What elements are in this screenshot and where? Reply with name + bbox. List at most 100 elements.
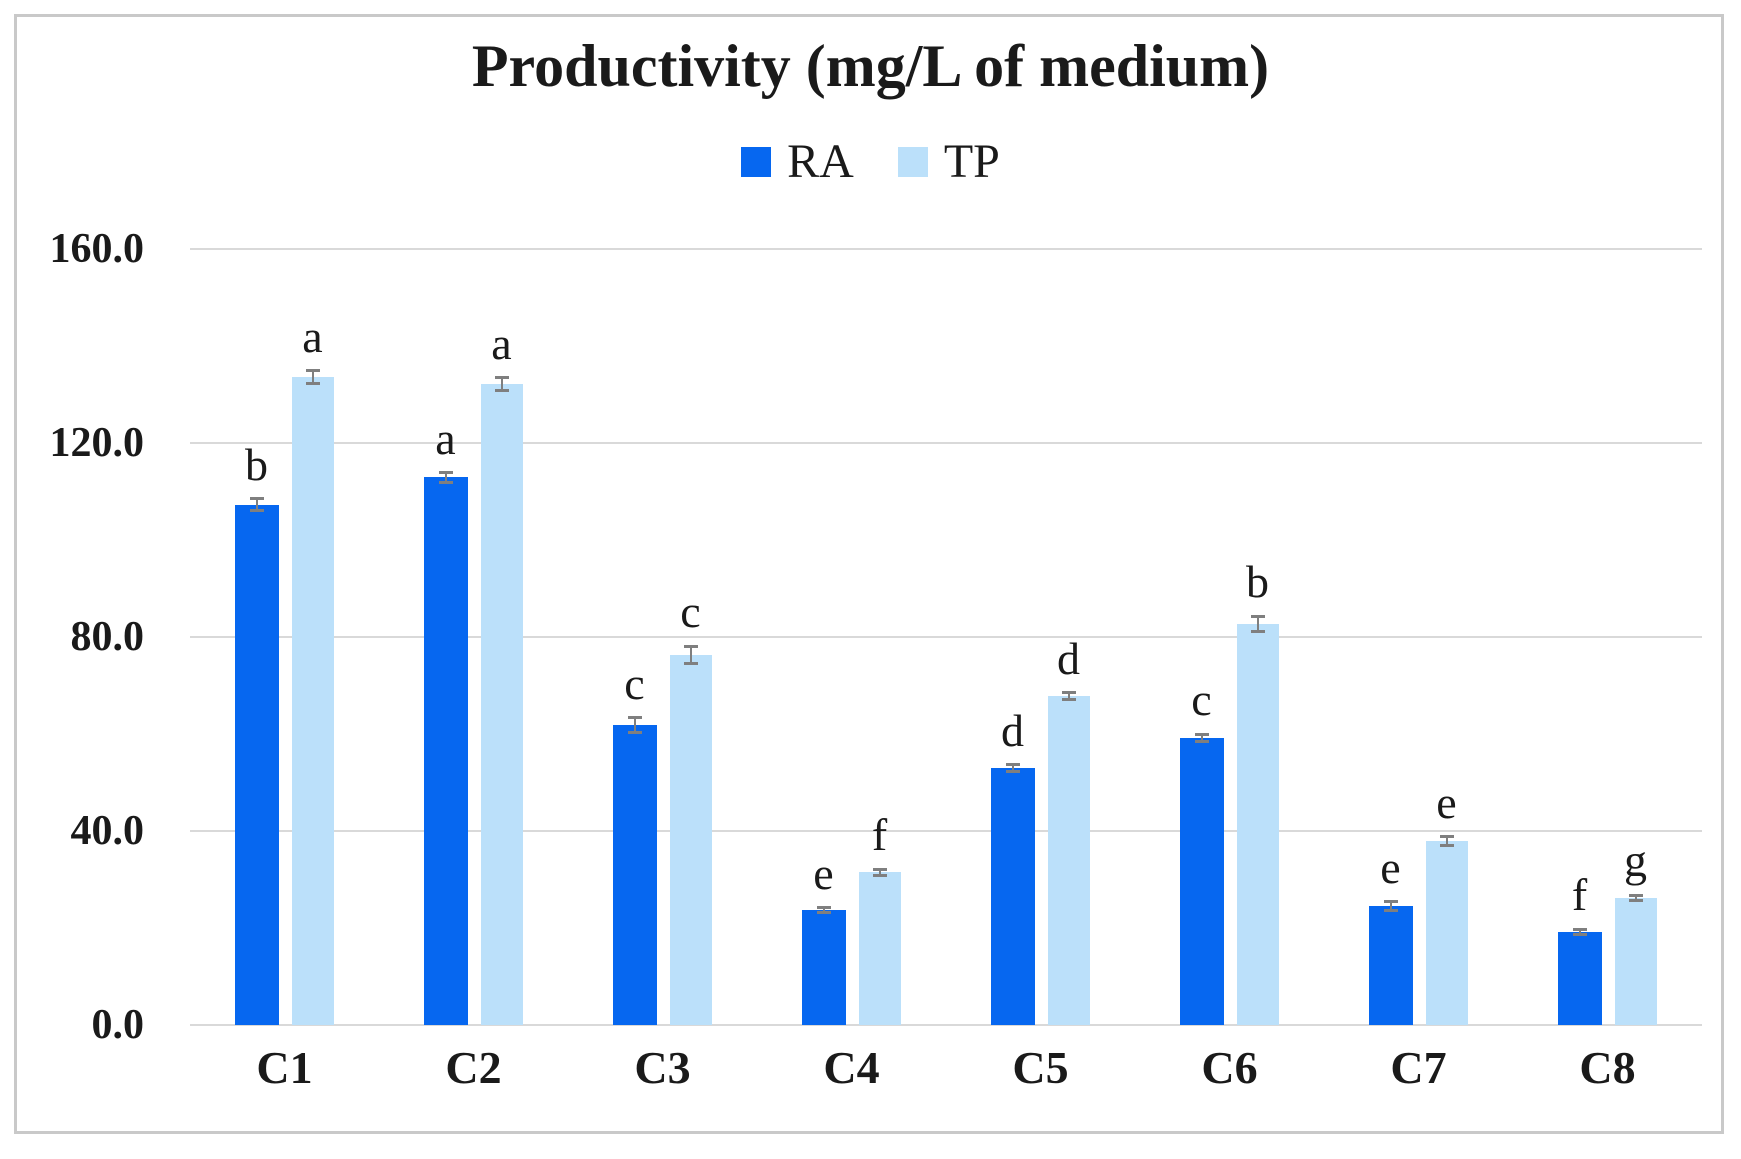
error-bar-cap bbox=[627, 730, 642, 734]
error-bar-cap bbox=[1628, 893, 1643, 897]
significance-letter: b bbox=[245, 438, 268, 490]
error-bar-cap bbox=[1250, 614, 1265, 618]
error-bar-cap bbox=[1383, 909, 1398, 913]
ra-series-swatch-icon bbox=[741, 147, 772, 177]
error-bar bbox=[311, 370, 314, 384]
tp-bar-c5 bbox=[1047, 696, 1090, 1025]
error-bar-cap bbox=[1572, 932, 1587, 936]
tp-bar-c7 bbox=[1425, 841, 1468, 1025]
significance-letter: c bbox=[624, 657, 645, 709]
error-bar-cap bbox=[305, 381, 320, 385]
error-bar bbox=[1067, 692, 1070, 700]
error-bar bbox=[1256, 616, 1259, 632]
tp-bar-c8 bbox=[1614, 897, 1657, 1025]
tp-bar-c6 bbox=[1236, 623, 1279, 1025]
tp-bar-c1 bbox=[291, 377, 334, 1025]
significance-letter: e bbox=[813, 847, 834, 899]
significance-letter: d bbox=[1001, 704, 1024, 756]
ra-bar-c1 bbox=[234, 504, 279, 1025]
x-axis-category-label: C6 bbox=[1201, 1042, 1258, 1093]
error-bar-cap bbox=[683, 644, 698, 648]
ra-bar-c2 bbox=[423, 477, 468, 1025]
ra-bar-c3 bbox=[612, 724, 657, 1025]
tp-series-label: TP bbox=[943, 135, 1000, 188]
error-bar-cap bbox=[1572, 927, 1587, 931]
legend-item-ra: RA bbox=[741, 138, 854, 186]
error-bar-cap bbox=[249, 508, 264, 512]
tp-bar-c2 bbox=[480, 383, 523, 1025]
chart-title: Productivity (mg/L of medium) bbox=[471, 33, 1270, 99]
x-axis-category-label: C1 bbox=[256, 1042, 313, 1093]
error-bar-cap bbox=[1194, 732, 1209, 736]
legend-item-tp: TP bbox=[897, 135, 1000, 188]
error-bar bbox=[1445, 836, 1448, 846]
error-bar bbox=[500, 377, 503, 391]
error-bar bbox=[255, 498, 258, 511]
tp-bar-c3 bbox=[669, 654, 712, 1025]
error-bar bbox=[1200, 734, 1203, 742]
ra-bar-c6 bbox=[1179, 737, 1224, 1025]
error-bar-cap bbox=[249, 497, 264, 501]
error-bar-cap bbox=[1628, 899, 1643, 903]
y-axis-tick-label: 80.0 bbox=[70, 614, 145, 660]
x-axis-category-label: C7 bbox=[1390, 1042, 1447, 1093]
ra-bar-c4 bbox=[801, 910, 846, 1025]
ra-series-label: RA bbox=[787, 135, 854, 188]
significance-letter: a bbox=[491, 317, 512, 369]
gridline bbox=[190, 1024, 1702, 1026]
error-bar-cap bbox=[816, 910, 831, 914]
error-bar-cap bbox=[872, 867, 887, 871]
error-bar-cap bbox=[494, 388, 509, 392]
gridline bbox=[190, 830, 1702, 832]
error-bar bbox=[822, 907, 825, 913]
error-bar-cap bbox=[494, 376, 509, 380]
error-bar bbox=[1011, 764, 1014, 772]
error-bar-cap bbox=[1439, 844, 1454, 848]
error-bar-cap bbox=[683, 662, 698, 666]
error-bar bbox=[633, 717, 636, 733]
error-bar bbox=[444, 472, 447, 483]
y-axis-tick-label: 120.0 bbox=[49, 420, 145, 466]
error-bar-cap bbox=[1194, 739, 1209, 743]
error-bar bbox=[1389, 901, 1392, 911]
significance-letter: a bbox=[302, 310, 323, 362]
significance-letter: c bbox=[1191, 674, 1212, 726]
significance-letter: b bbox=[1246, 556, 1269, 608]
error-bar-cap bbox=[627, 716, 642, 719]
x-axis-category-label: C4 bbox=[823, 1042, 880, 1093]
ra-bar-c5 bbox=[990, 767, 1035, 1025]
error-bar-cap bbox=[1250, 630, 1265, 634]
x-axis-category-label: C8 bbox=[1579, 1042, 1636, 1093]
significance-letter: d bbox=[1057, 632, 1080, 684]
error-bar bbox=[1634, 895, 1637, 901]
significance-letter: e bbox=[1380, 841, 1401, 893]
x-axis-category-label: C3 bbox=[634, 1042, 691, 1093]
error-bar-cap bbox=[1439, 835, 1454, 839]
y-axis-tick-label: 0.0 bbox=[91, 1002, 145, 1048]
error-bar-cap bbox=[305, 369, 320, 373]
gridline bbox=[190, 442, 1702, 444]
y-axis-tick-label: 40.0 bbox=[70, 808, 145, 854]
significance-letter: a bbox=[435, 412, 456, 464]
error-bar-cap bbox=[438, 480, 453, 484]
ra-bar-c8 bbox=[1557, 931, 1602, 1025]
error-bar bbox=[878, 869, 881, 876]
significance-letter: f bbox=[1571, 869, 1588, 921]
ra-bar-c7 bbox=[1368, 906, 1413, 1025]
error-bar bbox=[1578, 929, 1581, 935]
error-bar bbox=[689, 646, 692, 664]
error-bar-cap bbox=[1061, 691, 1076, 695]
y-axis-tick-label: 160.0 bbox=[49, 226, 145, 272]
x-axis-category-label: C5 bbox=[1012, 1042, 1069, 1093]
gridline bbox=[190, 636, 1702, 638]
gridline bbox=[190, 248, 1702, 250]
significance-letter: f bbox=[871, 809, 888, 861]
error-bar-cap bbox=[872, 873, 887, 877]
significance-letter: e bbox=[1436, 776, 1457, 828]
error-bar-cap bbox=[1383, 900, 1398, 904]
error-bar-cap bbox=[1061, 698, 1076, 702]
chart-legend: RA TP bbox=[0, 138, 1741, 186]
error-bar-cap bbox=[1005, 769, 1020, 773]
